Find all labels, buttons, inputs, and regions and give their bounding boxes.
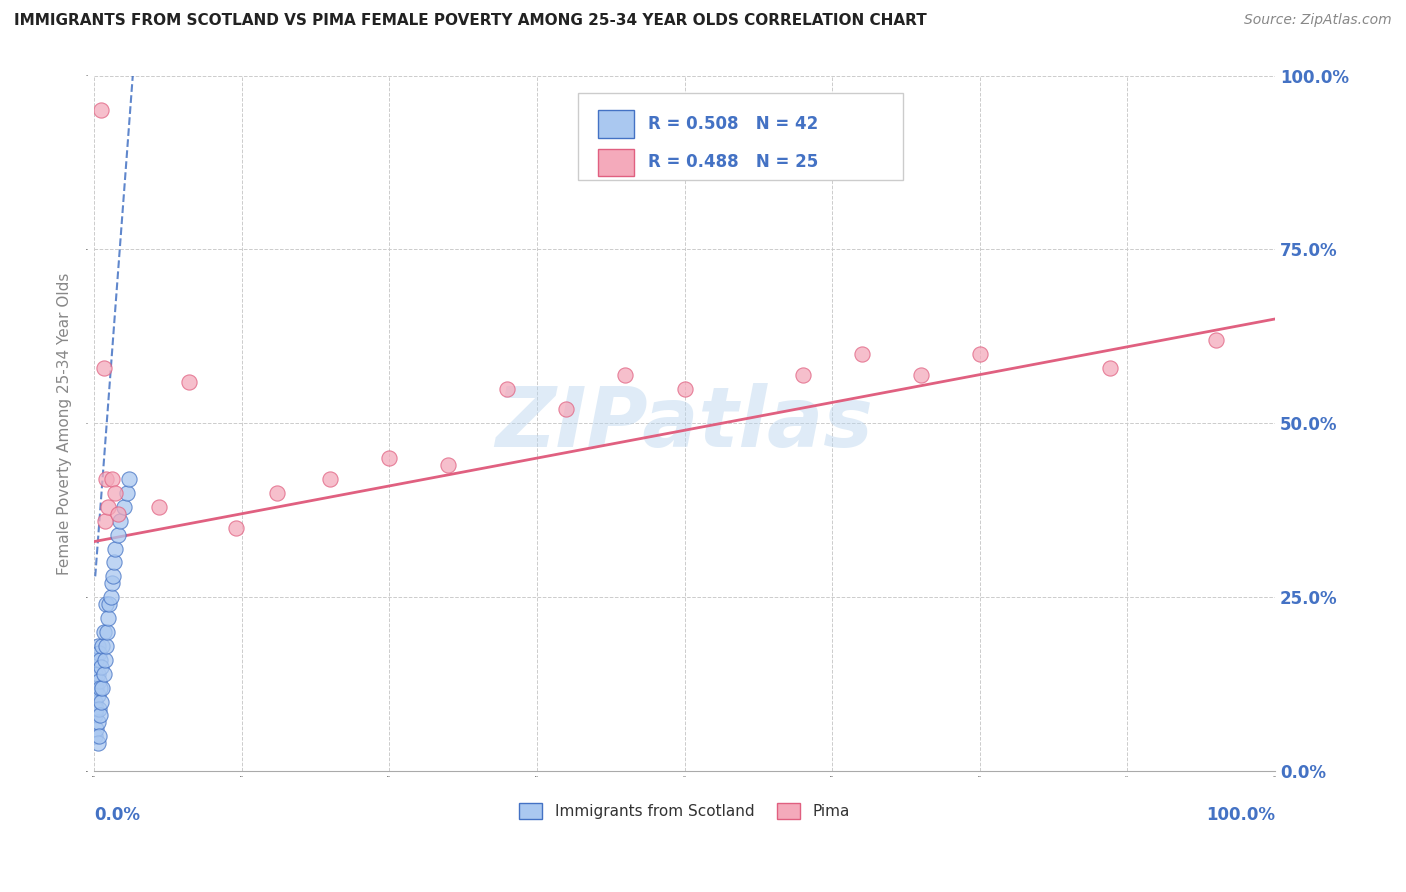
Point	[86, 653, 108, 667]
FancyBboxPatch shape	[578, 93, 903, 180]
Point	[91, 639, 114, 653]
Point	[90, 695, 112, 709]
Legend: Immigrants from Scotland, Pima: Immigrants from Scotland, Pima	[519, 803, 849, 819]
Point	[86, 736, 108, 750]
Point	[673, 382, 696, 396]
Point	[319, 472, 342, 486]
Text: R = 0.488   N = 25: R = 0.488 N = 25	[648, 153, 818, 171]
Point	[104, 541, 127, 556]
Point	[266, 486, 288, 500]
Point	[437, 458, 460, 472]
Point	[555, 402, 578, 417]
Point	[1098, 360, 1121, 375]
Text: IMMIGRANTS FROM SCOTLAND VS PIMA FEMALE POVERTY AMONG 25-34 YEAR OLDS CORRELATIO: IMMIGRANTS FROM SCOTLAND VS PIMA FEMALE …	[14, 13, 927, 29]
Point	[100, 576, 122, 591]
Point	[84, 708, 107, 723]
Point	[86, 639, 108, 653]
Point	[378, 451, 401, 466]
Text: Source: ZipAtlas.com: Source: ZipAtlas.com	[1244, 13, 1392, 28]
Point	[94, 597, 117, 611]
FancyBboxPatch shape	[599, 111, 634, 138]
Point	[86, 688, 108, 702]
Point	[93, 653, 115, 667]
Point	[87, 673, 110, 688]
Point	[86, 701, 108, 715]
Text: 0.0%: 0.0%	[94, 805, 141, 824]
Point	[103, 556, 125, 570]
Point	[177, 375, 200, 389]
Point	[100, 591, 122, 605]
Point	[108, 514, 131, 528]
Point	[910, 368, 932, 382]
Point	[1205, 333, 1227, 347]
Point	[118, 472, 141, 486]
Point	[148, 500, 170, 514]
Point	[101, 569, 124, 583]
Point	[97, 500, 120, 514]
Point	[93, 625, 115, 640]
Point	[86, 681, 108, 695]
Point	[614, 368, 637, 382]
Point	[87, 646, 110, 660]
Point	[91, 681, 114, 695]
Point	[100, 472, 122, 486]
Point	[96, 625, 118, 640]
Point	[107, 507, 129, 521]
Point	[94, 472, 117, 486]
Point	[86, 666, 108, 681]
Point	[112, 500, 135, 514]
Point	[104, 486, 127, 500]
Point	[225, 521, 247, 535]
Point	[115, 486, 138, 500]
Point	[851, 347, 873, 361]
Point	[89, 708, 111, 723]
Point	[84, 730, 107, 744]
FancyBboxPatch shape	[599, 149, 634, 177]
Point	[93, 360, 115, 375]
Point	[89, 653, 111, 667]
Point	[90, 103, 112, 118]
Point	[86, 723, 108, 737]
Point	[792, 368, 814, 382]
Point	[496, 382, 519, 396]
Point	[86, 715, 108, 730]
Point	[89, 681, 111, 695]
Point	[94, 639, 117, 653]
Text: R = 0.508   N = 42: R = 0.508 N = 42	[648, 115, 818, 133]
Point	[90, 660, 112, 674]
Point	[84, 666, 107, 681]
Point	[87, 701, 110, 715]
Point	[969, 347, 991, 361]
Point	[107, 527, 129, 541]
Point	[84, 695, 107, 709]
Point	[93, 514, 115, 528]
Point	[93, 666, 115, 681]
Point	[97, 611, 120, 625]
Point	[98, 597, 121, 611]
Text: 100.0%: 100.0%	[1206, 805, 1275, 824]
Point	[87, 730, 110, 744]
Text: ZIPatlas: ZIPatlas	[495, 383, 873, 464]
Y-axis label: Female Poverty Among 25-34 Year Olds: Female Poverty Among 25-34 Year Olds	[58, 272, 72, 574]
